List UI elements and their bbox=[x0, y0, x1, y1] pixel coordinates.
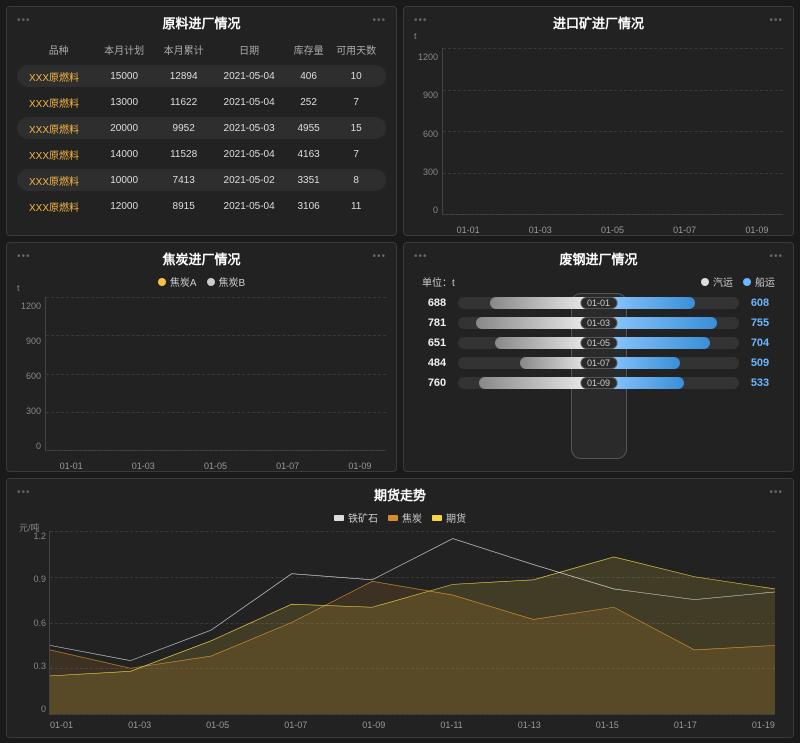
table-row[interactable]: XXX原燃料14000115282021-05-0441637 bbox=[17, 143, 386, 165]
panel-dots-icon: ••• bbox=[372, 15, 386, 26]
panel-dots-icon: ••• bbox=[769, 15, 783, 26]
right-value: 755 bbox=[745, 317, 775, 329]
table-header: 日期 bbox=[213, 42, 284, 57]
bar-left[interactable] bbox=[490, 297, 593, 309]
table-header: 品种 bbox=[23, 42, 94, 57]
panel-title: 期货走势 bbox=[17, 485, 783, 504]
panel-dots-icon: ••• bbox=[17, 251, 31, 262]
table-row[interactable]: XXX原燃料2000099522021-05-03495515 bbox=[17, 117, 386, 139]
panel-title: 焦炭进厂情况 bbox=[17, 249, 386, 268]
panel-title: 原料进厂情况 bbox=[17, 13, 386, 32]
panel-dots-icon: ••• bbox=[372, 251, 386, 262]
panel-dots-icon: ••• bbox=[17, 15, 31, 26]
unit-label: t bbox=[17, 283, 20, 293]
panel-dots-icon: ••• bbox=[17, 487, 31, 498]
date-label: 01-01 bbox=[580, 297, 617, 309]
materials-table: 品种本月计划本月累计日期库存量可用天数 XXX原燃料15000128942021… bbox=[17, 38, 386, 231]
unit-label: t bbox=[414, 31, 417, 41]
date-label: 01-07 bbox=[580, 357, 617, 369]
legend-item[interactable]: 铁矿石 bbox=[334, 510, 378, 525]
bar-left[interactable] bbox=[476, 317, 593, 329]
scrap-row: 651 01-05 704 bbox=[422, 337, 775, 349]
scrap-row: 781 01-03 755 bbox=[422, 317, 775, 329]
legend-item[interactable]: 船运 bbox=[743, 274, 775, 289]
panel-dots-icon: ••• bbox=[414, 251, 428, 262]
table-header: 库存量 bbox=[285, 42, 333, 57]
scrap-steel-panel: ••• ••• 废钢进厂情况 单位：t 汽运船运 688 01-01 608 781 0… bbox=[403, 242, 794, 472]
scrap-row: 688 01-01 608 bbox=[422, 297, 775, 309]
import-ore-panel: ••• ••• 进口矿进厂情况 t 12009006003000 01-0101… bbox=[403, 6, 794, 236]
table-header: 本月累计 bbox=[154, 42, 214, 57]
bar-right[interactable] bbox=[604, 337, 710, 349]
legend-item[interactable]: 焦炭 bbox=[388, 510, 422, 525]
table-header: 本月计划 bbox=[94, 42, 154, 57]
panel-title: 进口矿进厂情况 bbox=[414, 13, 783, 32]
right-value: 608 bbox=[745, 297, 775, 309]
bar-left[interactable] bbox=[479, 377, 593, 389]
legend-item[interactable]: 焦炭B bbox=[207, 274, 246, 289]
legend-item[interactable]: 汽运 bbox=[701, 274, 733, 289]
table-row[interactable]: XXX原燃料15000128942021-05-0440610 bbox=[17, 65, 386, 87]
scrap-row: 760 01-09 533 bbox=[422, 377, 775, 389]
right-value: 533 bbox=[745, 377, 775, 389]
unit-label: 单位：t bbox=[422, 274, 455, 289]
table-row[interactable]: XXX原燃料1000074132021-05-0233518 bbox=[17, 169, 386, 191]
date-label: 01-05 bbox=[580, 337, 617, 349]
coke-panel: ••• ••• 焦炭进厂情况 焦炭A焦炭B t 12009006003000 0… bbox=[6, 242, 397, 472]
table-header: 可用天数 bbox=[332, 42, 380, 57]
legend-item[interactable]: 期货 bbox=[432, 510, 466, 525]
table-row[interactable]: XXX原燃料13000116222021-05-042527 bbox=[17, 91, 386, 113]
legend-item[interactable]: 焦炭A bbox=[158, 274, 197, 289]
panel-title: 废钢进厂情况 bbox=[414, 249, 783, 268]
left-value: 484 bbox=[422, 357, 452, 369]
left-value: 760 bbox=[422, 377, 452, 389]
date-label: 01-09 bbox=[580, 377, 617, 389]
bar-right[interactable] bbox=[604, 317, 717, 329]
futures-panel: ••• ••• 期货走势 铁矿石焦炭期货 元/吨 1.20.90.60.30 0… bbox=[6, 478, 794, 738]
table-row[interactable]: XXX原燃料1200089152021-05-04310611 bbox=[17, 195, 386, 217]
right-value: 704 bbox=[745, 337, 775, 349]
date-label: 01-03 bbox=[580, 317, 617, 329]
right-value: 509 bbox=[745, 357, 775, 369]
panel-dots-icon: ••• bbox=[414, 15, 428, 26]
left-value: 651 bbox=[422, 337, 452, 349]
raw-materials-panel: ••• ••• 原料进厂情况 品种本月计划本月累计日期库存量可用天数 XXX原燃… bbox=[6, 6, 397, 236]
left-value: 781 bbox=[422, 317, 452, 329]
panel-dots-icon: ••• bbox=[769, 251, 783, 262]
bar-right[interactable] bbox=[604, 297, 695, 309]
scrap-row: 484 01-07 509 bbox=[422, 357, 775, 369]
panel-dots-icon: ••• bbox=[769, 487, 783, 498]
left-value: 688 bbox=[422, 297, 452, 309]
bar-left[interactable] bbox=[495, 337, 593, 349]
